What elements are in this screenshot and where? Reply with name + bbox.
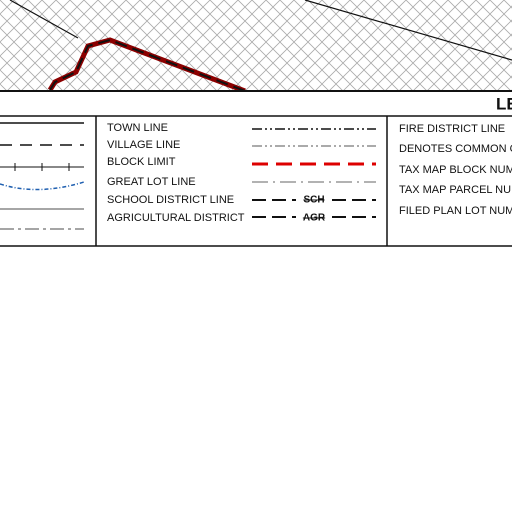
- line-sample-ticks: [14, 163, 70, 171]
- legend-label: FILED PLAN LOT NUM: [399, 205, 512, 217]
- legend-label: DENOTES COMMON O: [399, 143, 512, 155]
- legend-label: VILLAGE LINE: [107, 139, 180, 151]
- legend-title: LE: [496, 94, 512, 113]
- legend-label: TAX MAP PARCEL NUM: [399, 184, 512, 196]
- legend-label: SCHOOL DISTRICT LINE: [107, 194, 234, 206]
- legend-label: BLOCK LIMIT: [107, 156, 176, 168]
- map-hatch: [0, 0, 512, 91]
- line-symbol: SCH: [303, 195, 324, 206]
- map-line: [304, 0, 512, 61]
- legend-label: TAX MAP BLOCK NUM: [399, 164, 512, 176]
- legend-label: TOWN LINE: [107, 122, 168, 134]
- legend-label: AGRICULTURAL DISTRICT: [107, 212, 245, 224]
- legend-panel: [0, 91, 512, 246]
- block-boundary-dash: [49, 38, 246, 92]
- legend-label: FIRE DISTRICT LINE: [399, 123, 505, 135]
- map-line: [9, 0, 79, 39]
- legend-label: GREAT LOT LINE: [107, 176, 196, 188]
- line-symbol: AGR: [303, 213, 326, 224]
